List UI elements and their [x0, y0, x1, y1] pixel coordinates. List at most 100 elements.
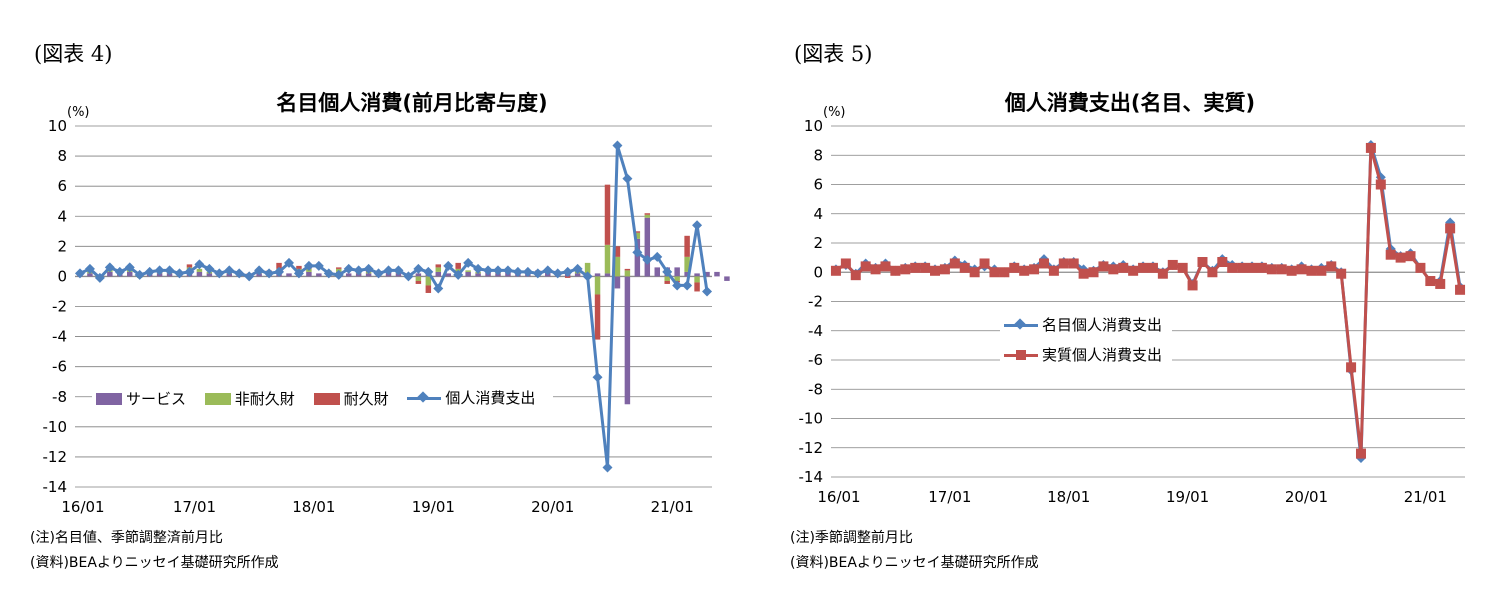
- nominal-point: [274, 266, 285, 277]
- bar-services: [107, 271, 113, 277]
- nominal-point: [94, 272, 105, 283]
- nominal-point: [333, 269, 344, 280]
- legend-label-real: 実質個人消費支出: [1042, 346, 1163, 364]
- nominal-point: [642, 254, 653, 265]
- bar-durables: [336, 267, 342, 269]
- bar-services: [365, 273, 372, 277]
- bar-services: [634, 238, 641, 277]
- nominal-point: [413, 263, 424, 274]
- nominal-point: [502, 265, 513, 276]
- bar-services: [574, 273, 581, 277]
- nominal-point: [293, 268, 304, 279]
- nominal-point: [104, 262, 115, 273]
- bar-services: [654, 267, 660, 277]
- bar-nondurables: [465, 270, 471, 272]
- nominal-point: [662, 266, 673, 277]
- bar-services: [694, 273, 700, 277]
- nominal-point: [343, 263, 354, 274]
- bar-services: [614, 276, 621, 289]
- y-tick-label: -4: [52, 328, 67, 346]
- nominal-point: [602, 462, 613, 473]
- bar-services: [724, 276, 730, 281]
- nondurables-swatch: [204, 392, 231, 405]
- bar-services: [684, 271, 690, 277]
- nominal-point: [572, 263, 583, 274]
- bar-durables: [614, 246, 621, 257]
- bar-nondurables: [624, 270, 631, 277]
- nominal-point: [582, 271, 593, 282]
- nominal-point: [224, 265, 235, 276]
- bar-services: [624, 276, 631, 405]
- nominal-point: [562, 266, 573, 277]
- bar-durables: [415, 280, 422, 284]
- bar-durables: [634, 231, 641, 233]
- bar-services: [286, 273, 292, 277]
- bar-services: [594, 273, 601, 277]
- chart-4-legend: サービス 非耐久財 耐久財 個人消費支出: [92, 386, 554, 410]
- nominal-point: [303, 260, 314, 271]
- nominal-point: [264, 268, 275, 279]
- nominal-point: [403, 271, 414, 282]
- nominal-point: [164, 265, 175, 276]
- nominal-point: [622, 173, 633, 184]
- nominal-point: [592, 372, 603, 383]
- figure-5-source: (資料)BEAよりニッセイ基礎研究所作成: [790, 555, 1039, 571]
- y-tick-label: 8: [57, 147, 67, 165]
- bar-durables: [594, 294, 601, 340]
- nominal-point: [423, 266, 434, 277]
- nominal-point: [483, 265, 494, 276]
- nominal-point: [702, 286, 713, 297]
- nominal-point: [144, 266, 155, 277]
- nominal-point: [134, 269, 145, 280]
- figure-5-label: (図表 5): [794, 42, 873, 66]
- bar-durables: [694, 282, 700, 292]
- nominal-point: [114, 266, 125, 277]
- real-line-key: [1004, 348, 1038, 362]
- y-tick-label: -6: [52, 358, 67, 376]
- nominal-point: [353, 265, 364, 276]
- nominal-point: [542, 265, 553, 276]
- bar-nondurables: [604, 244, 611, 274]
- nominal-point: [522, 266, 533, 277]
- figure-4-source: (資料)BEAよりニッセイ基礎研究所作成: [30, 555, 279, 571]
- bar-durables: [644, 213, 651, 215]
- bar-nondurables: [196, 268, 203, 272]
- legend-label-durables: 耐久財: [343, 390, 389, 408]
- bar-nondurables: [664, 276, 670, 281]
- y-tick-label: 4: [57, 207, 67, 225]
- y-tick-label: 2: [57, 237, 67, 255]
- nominal-point: [313, 260, 324, 271]
- legend-label-pce: 個人消費支出: [445, 389, 536, 407]
- chart-title: 名目個人消費(前月比寄与度): [276, 91, 547, 115]
- bar-nondurables: [674, 276, 680, 281]
- x-tick-label: 16/01: [61, 498, 104, 516]
- bar-services: [127, 271, 133, 277]
- nominal-point: [234, 268, 245, 279]
- bar-durables: [664, 280, 670, 284]
- nominal-point: [283, 257, 294, 268]
- x-tick-label: 20/01: [531, 498, 574, 516]
- nominal-point: [632, 247, 643, 258]
- bar-nondurables: [435, 267, 442, 272]
- bar-services: [445, 273, 451, 277]
- nominal-point: [363, 263, 374, 274]
- bar-durables: [435, 264, 442, 268]
- bar-services: [415, 273, 422, 277]
- legend-label-nondurables: 非耐久財: [234, 390, 295, 408]
- nominal-point: [254, 265, 265, 276]
- bar-durables: [296, 265, 302, 269]
- bar-services: [475, 273, 481, 277]
- bar-services: [87, 273, 93, 277]
- nominal-point: [84, 263, 95, 274]
- bar-nondurables: [694, 276, 700, 283]
- x-tick-label: 21/01: [651, 498, 694, 516]
- x-tick-label: 17/01: [173, 498, 216, 516]
- bar-services: [316, 273, 322, 277]
- legend-item-pce: 個人消費支出: [407, 387, 535, 408]
- bar-nondurables: [644, 214, 651, 218]
- x-tick-label: 18/01: [292, 498, 335, 516]
- durables-swatch: [313, 392, 340, 405]
- bar-services: [465, 271, 471, 277]
- y-tick-label: 10: [48, 117, 67, 135]
- figure-5-panel: (図表 5) (注)季節調整前月比 (資料)BEAよりニッセイ基礎研究所作成: [748, 0, 1497, 613]
